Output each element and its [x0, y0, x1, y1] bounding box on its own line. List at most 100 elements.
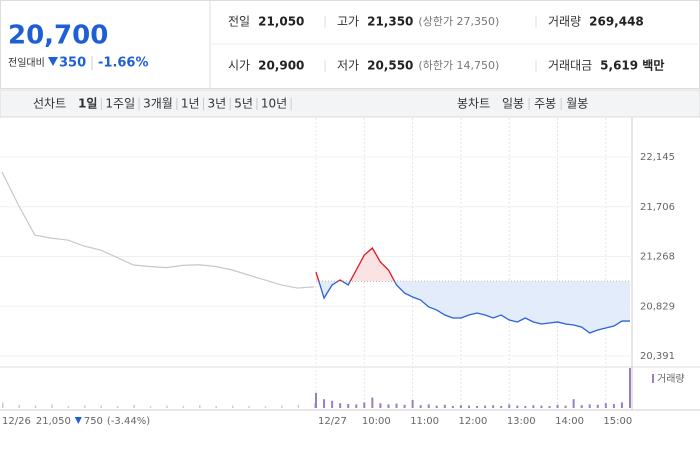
volume-bar — [133, 404, 135, 408]
volume-bar — [363, 402, 366, 408]
volume-bar — [18, 404, 20, 408]
volume-bar — [540, 405, 543, 408]
volume-bar — [467, 405, 470, 408]
tab-group-label: 봉차트 — [457, 97, 490, 111]
volume-bar — [427, 404, 430, 408]
legend-label: 거래량 — [657, 373, 685, 385]
y-tick-label: 22,145 — [640, 152, 675, 163]
candle-tab[interactable]: 주봉 — [534, 97, 556, 111]
volume-bar — [281, 405, 283, 408]
period-tab[interactable]: 5년 — [234, 97, 253, 111]
volume-bar — [323, 399, 326, 408]
volume-bar — [564, 405, 567, 408]
stat-note: (하한가 14,750) — [418, 58, 499, 72]
volume-bar — [199, 405, 201, 408]
volume-bar — [149, 406, 152, 408]
volume-bar — [395, 403, 398, 408]
price-line-up — [315, 246, 396, 282]
x-tick-label: 15:00 — [603, 416, 632, 427]
y-tick-label: 20,829 — [640, 301, 675, 312]
volume-bar — [166, 405, 168, 408]
volume-bar — [215, 406, 217, 408]
volume-bar — [572, 399, 575, 408]
stat-label: 고가 — [337, 15, 359, 29]
volume-bar — [588, 404, 591, 408]
change-label: 전일대비 — [8, 57, 45, 69]
candle-tab[interactable]: 월봉 — [566, 97, 588, 111]
stat-value: 21,350 — [367, 15, 413, 29]
volume-bar — [84, 405, 86, 408]
volume-bar — [355, 404, 358, 408]
volume-bar — [620, 402, 623, 408]
area-up — [316, 247, 630, 282]
stat-label: 시가 — [228, 59, 250, 73]
volume-bar — [403, 404, 406, 408]
volume-bar — [484, 405, 487, 408]
period-tab[interactable]: 3개월 — [143, 97, 173, 111]
down-icon — [74, 417, 82, 424]
volume-bar — [67, 406, 70, 408]
period-tab[interactable]: 1년 — [181, 97, 200, 111]
x-tick-label: 12:00 — [459, 416, 488, 427]
volume-bar — [314, 403, 316, 408]
volume-bar — [182, 406, 185, 408]
volume-bar — [331, 400, 334, 408]
volume-bar — [371, 397, 374, 408]
x-tick-label: 13:00 — [507, 416, 536, 427]
stat-value: 20,900 — [258, 59, 304, 73]
volume-bar — [604, 403, 607, 408]
volume-bar — [264, 406, 267, 408]
volume-bar — [379, 403, 382, 408]
volume-bar — [34, 405, 37, 408]
change: 350 — [59, 56, 86, 71]
stat-label: 저가 — [337, 59, 359, 73]
volume-bar — [387, 404, 390, 408]
y-tick-label: 21,268 — [640, 252, 675, 263]
stat-note: (상한가 27,350) — [418, 15, 499, 28]
tab-group-label: 선차트 — [33, 97, 66, 111]
x-tick-label: 14:00 — [555, 416, 584, 427]
x-tick-label: 10:00 — [362, 416, 391, 427]
volume-bar — [548, 406, 551, 408]
volume-bar — [500, 406, 503, 408]
volume-bar — [524, 406, 527, 408]
volume-bar — [476, 406, 479, 408]
volume-bar — [315, 392, 317, 408]
stat-value: 269,448 — [589, 15, 644, 29]
volume-bar — [459, 405, 462, 408]
stat-label: 거래대금 — [548, 59, 592, 73]
volume-bar — [339, 403, 342, 408]
period-tab[interactable]: 1일 — [78, 97, 97, 111]
period-tab[interactable]: 10년 — [261, 97, 287, 111]
volume-bar — [435, 405, 438, 408]
volume-bar — [419, 405, 422, 408]
y-tick-label: 20,391 — [640, 351, 675, 362]
volume-bar — [516, 405, 519, 408]
change-pct: -1.66% — [98, 56, 149, 71]
prev-change: 750 — [84, 416, 103, 427]
volume-bar — [100, 405, 103, 408]
down-icon — [48, 57, 58, 66]
prev-date: 12/26 — [2, 416, 31, 427]
volume-bar — [411, 400, 414, 408]
price-line-down — [318, 281, 630, 334]
volume-bar — [451, 406, 454, 408]
volume-bar — [347, 404, 350, 408]
volume-bar — [532, 405, 535, 408]
period-tab[interactable]: 1주일 — [105, 97, 135, 111]
area-down — [318, 281, 630, 333]
volume-bar — [556, 404, 559, 408]
volume-bar — [596, 404, 599, 408]
prev-day-line — [1, 171, 315, 289]
period-tab[interactable]: 3년 — [208, 97, 227, 111]
volume-bar — [248, 406, 250, 408]
x-tick-label: 11:00 — [410, 416, 439, 427]
volume-bar — [629, 368, 631, 408]
volume-bar — [492, 405, 495, 408]
candle-tab[interactable]: 일봉 — [502, 97, 524, 111]
stat-value: 5,619 백만 — [600, 58, 664, 73]
volume-bar — [508, 404, 511, 408]
prev-close: 21,050 — [36, 416, 71, 427]
